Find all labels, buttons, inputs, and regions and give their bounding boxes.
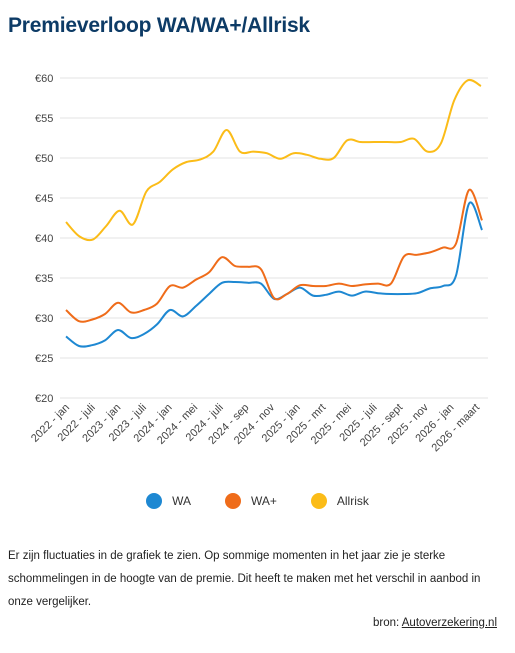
- legend-waplus-swatch: [224, 493, 241, 509]
- y-tick-label: €20: [35, 393, 53, 405]
- y-tick-label: €55: [35, 113, 53, 125]
- source-line: bron: Autoverzekering.nl: [373, 617, 497, 629]
- y-tick-label: €40: [35, 233, 53, 245]
- chart-legend: WA WA+ Allrisk: [0, 493, 515, 509]
- legend-wa-swatch: [146, 493, 163, 509]
- source-prefix: bron:: [372, 617, 402, 629]
- source-link[interactable]: Autoverzekering.nl: [401, 617, 497, 629]
- y-tick-label: €35: [35, 273, 53, 285]
- page-title: Premieverloop WA/WA+/Allrisk: [8, 14, 310, 37]
- y-tick-label: €45: [35, 193, 53, 205]
- series-line-waplus: [65, 188, 483, 323]
- grid-layer: [60, 77, 488, 399]
- legend-allrisk-label: Allrisk: [336, 494, 369, 508]
- legend-item-waplus[interactable]: WA+: [224, 493, 277, 509]
- y-axis-labels: €20 €25 €30 €35 €40 €45 €50 €55 €60: [35, 73, 53, 405]
- legend-item-wa[interactable]: WA: [146, 493, 191, 509]
- line-chart: €20 €25 €30 €35 €40 €45 €50 €55 €60 2022 - jan20…: [29, 73, 488, 454]
- series-line-wa: [65, 201, 483, 348]
- chart-description: Er zijn fluctuaties in de grafiek te zie…: [8, 550, 481, 608]
- legend-wa-label: WA: [172, 494, 191, 508]
- y-tick-label: €60: [35, 73, 53, 85]
- legend-waplus-label: WA+: [250, 494, 277, 508]
- series-layer: [65, 78, 483, 348]
- legend-item-allrisk[interactable]: Allrisk: [310, 493, 369, 509]
- y-tick-label: €50: [35, 153, 53, 165]
- y-tick-label: €25: [35, 353, 53, 365]
- y-tick-label: €30: [35, 313, 53, 325]
- legend-allrisk-swatch: [310, 493, 327, 509]
- series-line-allrisk: [65, 78, 482, 242]
